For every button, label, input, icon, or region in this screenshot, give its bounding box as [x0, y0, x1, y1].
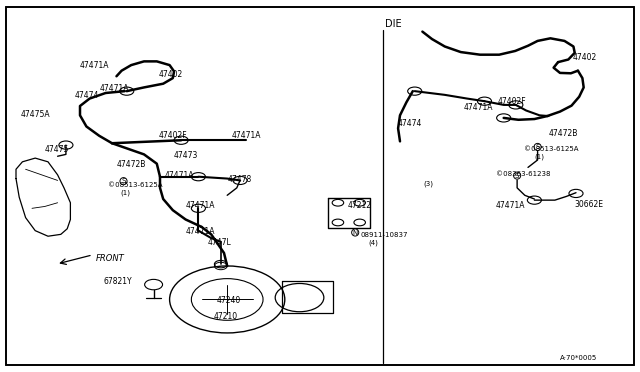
- Text: 47402F: 47402F: [159, 131, 188, 140]
- Text: 30662E: 30662E: [575, 200, 604, 209]
- Text: N: N: [353, 230, 358, 235]
- Text: FRONT: FRONT: [96, 254, 125, 263]
- Text: S: S: [536, 144, 540, 150]
- Text: S: S: [122, 178, 125, 184]
- Text: 47240: 47240: [217, 296, 241, 305]
- Text: (1): (1): [534, 154, 545, 160]
- Text: 08911-10837: 08911-10837: [360, 232, 408, 238]
- Text: 47471A: 47471A: [99, 84, 129, 93]
- Text: 47471A: 47471A: [165, 171, 195, 180]
- Text: S: S: [515, 173, 519, 179]
- Text: 47471A: 47471A: [232, 131, 261, 140]
- Text: 47471A: 47471A: [186, 201, 215, 210]
- Text: 47212: 47212: [348, 201, 372, 210]
- Text: 47471A: 47471A: [186, 227, 215, 236]
- Text: 67821Y: 67821Y: [104, 278, 132, 286]
- Text: 47475A: 47475A: [21, 110, 51, 119]
- Text: 47471A: 47471A: [464, 103, 493, 112]
- Text: 47472B: 47472B: [116, 160, 146, 169]
- Text: 47471A: 47471A: [80, 61, 109, 70]
- Text: (4): (4): [368, 239, 378, 246]
- Text: 47471A: 47471A: [496, 201, 525, 210]
- Text: 47210: 47210: [213, 312, 237, 321]
- Text: A·70*0005: A·70*0005: [560, 355, 597, 361]
- Text: 47473: 47473: [174, 151, 198, 160]
- Text: 47472B: 47472B: [549, 129, 579, 138]
- Text: 47402F: 47402F: [498, 97, 527, 106]
- Text: 47478: 47478: [227, 175, 252, 184]
- Text: 4747L: 4747L: [208, 238, 232, 247]
- Text: (3): (3): [424, 181, 434, 187]
- Text: 47475: 47475: [45, 145, 69, 154]
- Text: 47402: 47402: [159, 70, 183, 79]
- Text: ©08513-6125A: ©08513-6125A: [108, 182, 162, 188]
- Text: (1): (1): [120, 189, 131, 196]
- Text: 47402: 47402: [573, 53, 597, 62]
- Text: ©08513-6125A: ©08513-6125A: [524, 146, 578, 152]
- Text: ©08363-61238: ©08363-61238: [496, 171, 550, 177]
- Text: DIE: DIE: [385, 19, 402, 29]
- Text: 47474: 47474: [398, 119, 422, 128]
- Text: 47474: 47474: [75, 92, 99, 100]
